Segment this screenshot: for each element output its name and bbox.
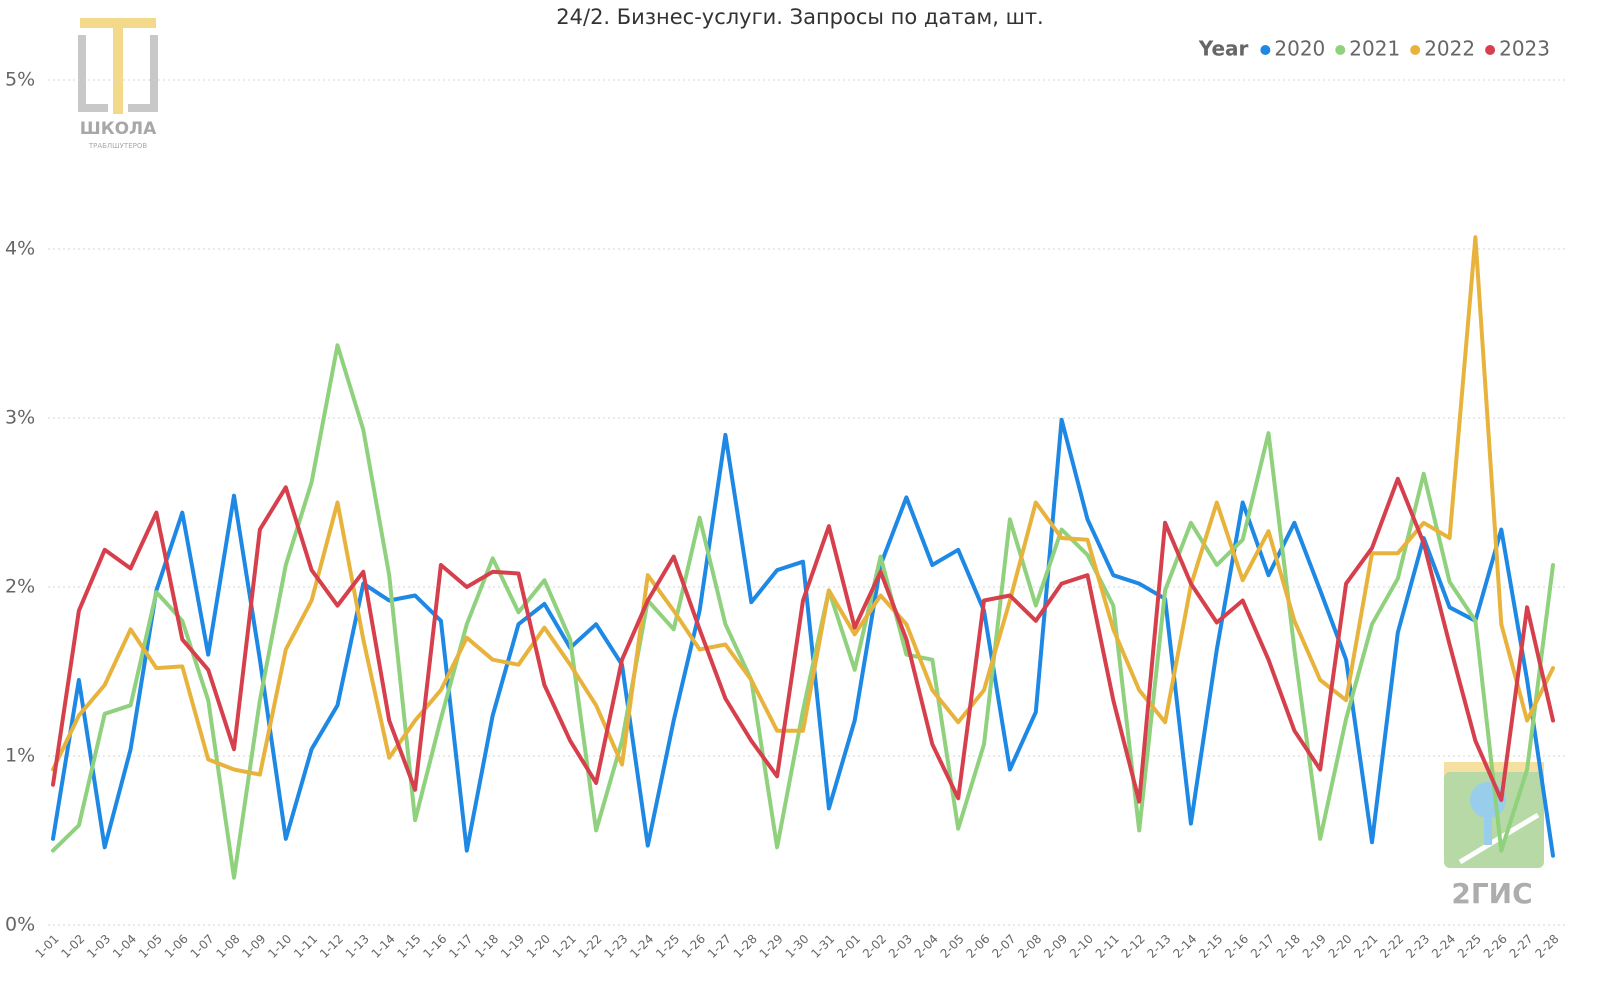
x-tick-label: 1-19 <box>498 932 527 961</box>
x-tick-label: 2-24 <box>1429 932 1458 961</box>
x-tick-label: 1-29 <box>757 932 786 961</box>
x-tick-label: 1-04 <box>110 932 139 961</box>
x-tick-label: 2-05 <box>938 932 967 961</box>
x-tick-label: 1-14 <box>369 932 398 961</box>
chart-title: 24/2. Бизнес-услуги. Запросы по датам, ш… <box>556 5 1043 29</box>
legend: Year 2020 2021 2022 2023 <box>1198 37 1550 61</box>
x-tick-label: 1-01 <box>32 932 61 961</box>
logo-text: ШКОЛА <box>80 119 157 139</box>
x-tick-label: 2-23 <box>1403 932 1432 961</box>
x-tick-label: 2-01 <box>834 932 863 961</box>
x-tick-label: 1-05 <box>136 932 165 961</box>
x-tick-label: 2-08 <box>1015 932 1044 961</box>
x-tick-label: 1-30 <box>782 932 811 961</box>
x-tick-label: 2-02 <box>860 932 889 961</box>
y-tick-label: 1% <box>5 745 35 767</box>
x-tick-label: 2-18 <box>1274 932 1303 961</box>
legend-swatch <box>1260 45 1271 55</box>
x-tick-label: 2-27 <box>1507 932 1536 961</box>
series-line <box>51 417 1555 858</box>
x-tick-label: 1-26 <box>679 932 708 961</box>
x-tick-label: 1-07 <box>188 932 217 961</box>
x-tick-label: 1-06 <box>162 932 191 961</box>
y-tick-label: 5% <box>5 69 35 91</box>
x-tick-label: 1-02 <box>58 932 87 961</box>
legend-label: 2020 <box>1274 37 1325 61</box>
logo-subtext: ТРАБЛШУТЕРОВ <box>88 142 148 150</box>
y-tick-label: 0% <box>5 914 35 936</box>
y-tick-label: 2% <box>5 576 35 598</box>
x-tick-label: 1-22 <box>576 932 605 961</box>
x-tick-label: 1-24 <box>627 932 656 961</box>
y-tick-label: 3% <box>5 407 35 429</box>
x-tick-label: 1-23 <box>601 932 630 961</box>
x-tick-label: 2-19 <box>1300 932 1329 961</box>
legend-label: 2023 <box>1499 37 1550 61</box>
x-tick-label: 1-21 <box>550 932 579 961</box>
series-line <box>51 235 1555 777</box>
x-tick-label: 1-11 <box>291 932 320 961</box>
x-tick-label: 2-07 <box>989 932 1018 961</box>
x-tick-label: 2-09 <box>1041 932 1070 961</box>
x-tick-label: 1-12 <box>317 932 346 961</box>
series-line <box>51 343 1555 880</box>
legend-swatch <box>1410 45 1421 55</box>
x-tick-label: 1-18 <box>472 932 501 961</box>
x-tick-label: 1-27 <box>705 932 734 961</box>
legend-swatch <box>1335 45 1346 55</box>
x-tick-label: 2-06 <box>963 932 992 961</box>
x-tick-label: 1-25 <box>653 932 682 961</box>
x-tick-label: 2-16 <box>1222 932 1251 961</box>
x-tick-label: 1-08 <box>213 932 242 961</box>
x-tick-label: 2-10 <box>1067 932 1096 961</box>
legend-swatch <box>1485 45 1496 55</box>
x-tick-label: 1-03 <box>84 932 113 961</box>
x-tick-label: 2-17 <box>1248 932 1277 961</box>
x-tick-label: 2-26 <box>1481 932 1510 961</box>
x-tick-label: 2-22 <box>1377 932 1406 961</box>
x-tick-label: 1-09 <box>239 932 268 961</box>
x-tick-label: 2-03 <box>886 932 915 961</box>
legend-title: Year <box>1198 37 1249 61</box>
legend-label: 2022 <box>1424 37 1475 61</box>
x-tick-label: 2-14 <box>1170 932 1199 961</box>
x-tick-label: 1-17 <box>446 932 475 961</box>
x-tick-label: 1-16 <box>420 932 449 961</box>
x-tick-label: 1-13 <box>343 932 372 961</box>
legend-label: 2021 <box>1349 37 1400 61</box>
x-tick-label: 2-20 <box>1326 932 1355 961</box>
logo-2gis-text: 2ГИС <box>1451 877 1532 910</box>
logo-school: ШКОЛА ТРАБЛШУТЕРОВ <box>78 18 158 150</box>
x-tick-label: 2-04 <box>912 932 941 961</box>
x-tick-label: 1-28 <box>731 932 760 961</box>
x-tick-label: 1-10 <box>265 932 294 961</box>
x-tick-label: 2-21 <box>1351 932 1380 961</box>
x-tick-label: 1-20 <box>524 932 553 961</box>
x-tick-label: 2-25 <box>1455 932 1484 961</box>
x-tick-label: 2-28 <box>1532 932 1561 961</box>
x-tick-label: 2-15 <box>1196 932 1225 961</box>
x-tick-label: 2-12 <box>1119 932 1148 961</box>
x-tick-label: 2-13 <box>1145 932 1174 961</box>
y-tick-label: 4% <box>5 238 35 260</box>
x-tick-label: 1-15 <box>395 932 424 961</box>
x-tick-label: 2-11 <box>1093 932 1122 961</box>
series-line <box>51 476 1555 804</box>
x-tick-label: 1-31 <box>808 932 837 961</box>
